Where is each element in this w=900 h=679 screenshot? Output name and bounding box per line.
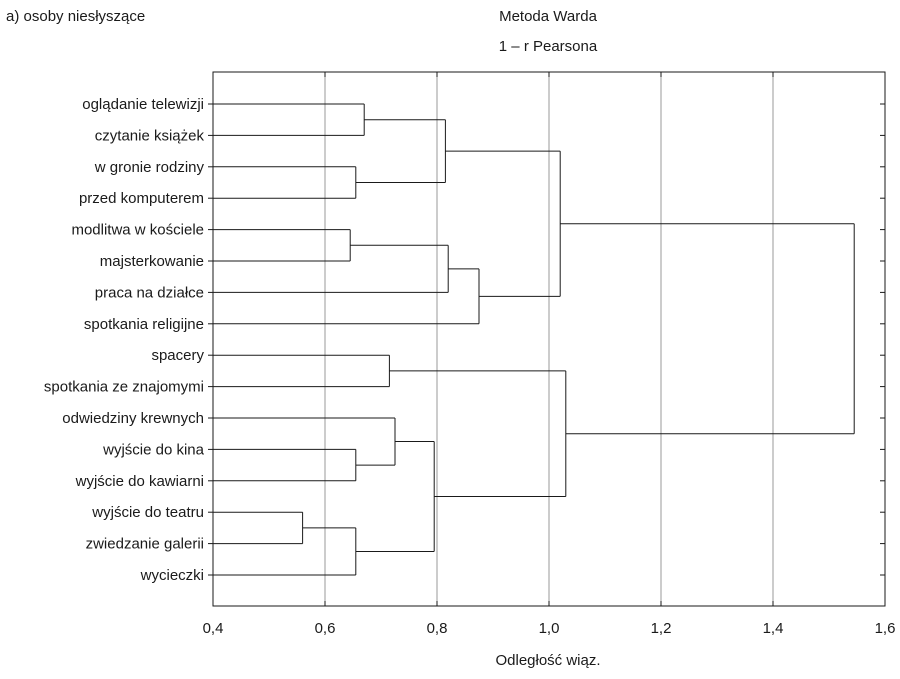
x-axis-label: Odległość wiąz. — [495, 652, 601, 669]
chart-subtitle: 1 – r Pearsona — [498, 38, 598, 55]
x-tick-label: 0,4 — [203, 620, 224, 637]
x-tick-label: 1,6 — [875, 620, 896, 637]
leaf-label: wycieczki — [140, 567, 204, 584]
leaf-label: spotkania religijne — [84, 316, 204, 333]
x-tick-label: 1,4 — [763, 620, 784, 637]
leaf-label: oglądanie telewizji — [82, 96, 204, 113]
panel-label: a) osoby niesłyszące — [6, 8, 146, 25]
chart-title: Metoda Warda — [499, 8, 597, 25]
x-tick-label: 1,0 — [539, 620, 560, 637]
leaf-label: czytanie książek — [95, 127, 205, 144]
leaf-label: praca na działce — [95, 284, 204, 301]
leaf-label: odwiedziny krewnych — [62, 410, 204, 427]
x-tick-label: 0,8 — [427, 620, 448, 637]
x-tick-label: 0,6 — [315, 620, 336, 637]
leaf-label: modlitwa w kościele — [71, 222, 204, 239]
leaf-label: wyjście do kawiarni — [75, 473, 204, 490]
leaf-label: zwiedzanie galerii — [86, 536, 204, 553]
leaf-label: majsterkowanie — [100, 253, 204, 270]
leaf-label: wyjście do teatru — [91, 504, 204, 521]
leaf-label: spacery — [151, 347, 204, 364]
x-tick-label: 1,2 — [651, 620, 672, 637]
leaf-label: w gronie rodziny — [94, 159, 205, 176]
leaf-label: wyjście do kina — [102, 441, 205, 458]
leaf-label: przed komputerem — [79, 190, 204, 207]
leaf-label: spotkania ze znajomymi — [44, 379, 204, 396]
